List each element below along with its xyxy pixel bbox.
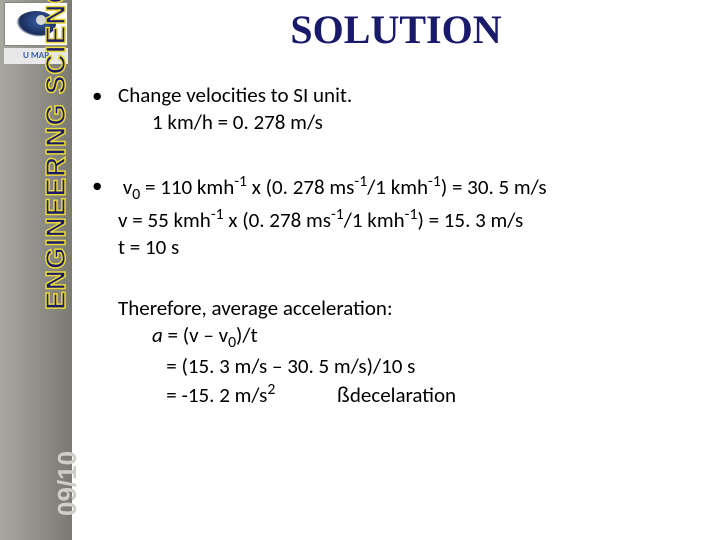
bullet-dot-icon: • <box>92 172 118 261</box>
bullet2-line1: v0 = 110 kmh-1 x (0. 278 ms-1/1 kmh-1) =… <box>118 174 547 200</box>
eq-line3: = -15. 2 m/s2 ßdecelaration <box>152 382 456 408</box>
left-arrow-icon: ß <box>337 384 350 407</box>
therefore-text: Therefore, average acceleration: <box>118 295 393 321</box>
slide-content: • Change velocities to SI unit. 1 km/h =… <box>92 82 702 410</box>
eq-line1: a = (v – v0)/t <box>152 322 258 348</box>
eq-line2: = (15. 3 m/s – 30. 5 m/s)/10 s <box>152 353 415 379</box>
bullet2-line2: v = 55 kmh-1 x (0. 278 ms-1/1 kmh-1) = 1… <box>118 207 523 233</box>
year-label: 09/10 <box>52 451 83 516</box>
conclusion-block: Therefore, average acceleration: a = (v … <box>92 295 702 410</box>
bullet1-line2: 1 km/h = 0. 278 m/s <box>118 109 323 135</box>
slide-title: SOLUTION <box>72 6 720 53</box>
bullet1-line1: Change velocities to SI unit. <box>118 82 352 108</box>
vertical-course-label: ENGINEERING SCIENCE <box>40 0 72 310</box>
bullet-item: • v0 = 110 kmh-1 x (0. 278 ms-1/1 kmh-1)… <box>92 172 702 261</box>
bullet-item: • Change velocities to SI unit. 1 km/h =… <box>92 82 702 136</box>
bullet2-line3: t = 10 s <box>118 234 179 260</box>
bullet-dot-icon: • <box>92 82 118 136</box>
